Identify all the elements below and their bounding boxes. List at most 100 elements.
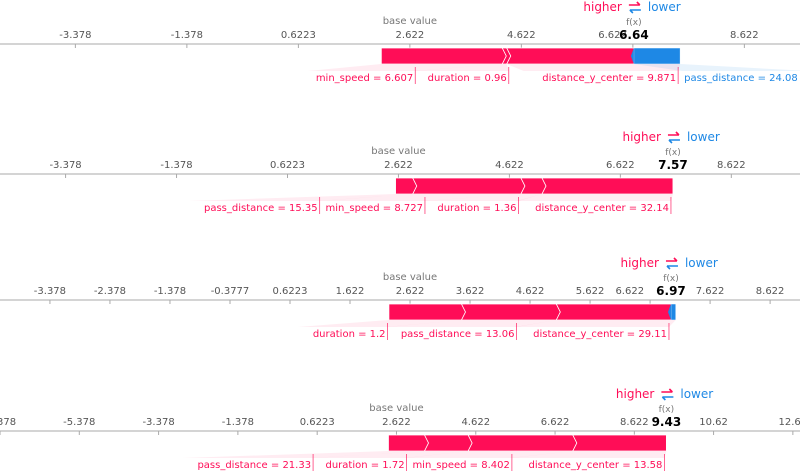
tick-label: 4.622 — [516, 286, 545, 297]
swap-arrows-icon — [665, 257, 678, 270]
tick-label: 6.622 — [598, 30, 627, 41]
feature-label: distance_y_center = 13.58 — [529, 460, 663, 471]
tick-label: -1.378 — [171, 30, 203, 41]
base-value-label: base value — [369, 403, 423, 414]
feature-label: distance_y_center = 29.11 — [533, 329, 667, 340]
tick-label: 8.622 — [620, 417, 649, 428]
positive-force-bar — [460, 303, 561, 321]
positive-force-bar — [388, 303, 466, 321]
feature-label: pass_distance = 21.33 — [197, 460, 311, 471]
fx-value: 7.57 — [658, 158, 688, 172]
tick-label: -5.378 — [63, 417, 95, 428]
label-connector — [188, 194, 413, 201]
tick-label: -1.378 — [222, 417, 254, 428]
positive-force-bar — [520, 177, 547, 195]
label-connector — [182, 451, 425, 458]
feature-label: pass_distance = 24.08 — [684, 73, 798, 84]
positive-force-bar — [388, 434, 429, 452]
negative-force-bar — [633, 47, 681, 65]
tick-label: -1.378 — [160, 160, 192, 171]
fx-value: 6.97 — [656, 284, 686, 298]
label-connector — [385, 320, 557, 327]
positive-force-bar — [412, 177, 526, 195]
label-connector — [317, 194, 521, 201]
feature-label: duration = 0.96 — [428, 73, 507, 84]
legend: higher lower — [620, 256, 717, 270]
force-plot-1: -3.378 -1.378 0.6223 2.622 4.622 6.622 8.622 ba… — [0, 0, 800, 84]
legend-higher: higher — [620, 256, 659, 270]
label-connector — [516, 194, 673, 201]
fx-value: 6.64 — [619, 28, 649, 42]
tick-label: 4.622 — [495, 160, 524, 171]
tick-label: 7.622 — [696, 286, 725, 297]
label-connector — [514, 320, 676, 327]
legend-lower: lower — [687, 130, 720, 144]
feature-label: min_speed = 8.402 — [412, 460, 509, 471]
swap-arrows-icon — [661, 388, 674, 401]
tick-label: -3.378 — [59, 30, 91, 41]
tick-label: -3.378 — [49, 160, 81, 171]
feature-label: distance_y_center = 32.14 — [535, 203, 669, 214]
tick-label: 4.622 — [461, 417, 490, 428]
feature-label: pass_distance = 15.35 — [204, 203, 318, 214]
force-plot-4: -7.378 -5.378 -3.378 -1.378 0.6223 2.622 4.622… — [0, 387, 800, 471]
fx-label: f(x) — [659, 405, 675, 415]
positive-force-bar — [572, 434, 667, 452]
negative-force-arrow — [667, 304, 671, 320]
swap-arrows-icon — [628, 1, 641, 14]
legend: higher lower — [583, 0, 680, 14]
legend-lower: lower — [685, 256, 718, 270]
tick-label: 6.622 — [541, 417, 570, 428]
positive-force-bar — [555, 303, 677, 321]
tick-label: 2.622 — [396, 30, 425, 41]
fx-value: 9.43 — [652, 415, 682, 429]
tick-label: -3.378 — [142, 417, 174, 428]
tick-label: 2.622 — [384, 160, 413, 171]
positive-force-bar — [467, 434, 578, 452]
label-connector — [422, 194, 543, 201]
base-value-label: base value — [371, 146, 425, 157]
tick-label: -3.378 — [34, 286, 66, 297]
feature-label: min_speed = 8.727 — [326, 203, 423, 214]
tick-label: -1.378 — [154, 286, 186, 297]
fx-label: f(x) — [665, 148, 681, 158]
legend-higher: higher — [622, 130, 661, 144]
feature-label: duration = 1.72 — [325, 460, 404, 471]
label-connector — [413, 64, 509, 71]
legend-higher: higher — [583, 0, 622, 14]
label-connector — [307, 64, 503, 71]
label-connector — [297, 320, 462, 327]
tick-label: 8.622 — [730, 30, 759, 41]
fx-label: f(x) — [663, 274, 679, 284]
label-connector — [311, 451, 469, 458]
feature-label: duration = 1.2 — [313, 329, 386, 340]
legend-lower: lower — [648, 0, 681, 14]
tick-label: 4.622 — [507, 30, 536, 41]
tick-label: -7.378 — [0, 417, 16, 428]
legend: higher lower — [616, 387, 713, 401]
feature-label: pass_distance = 13.06 — [401, 329, 515, 340]
label-connector — [404, 451, 573, 458]
tick-label: 8.622 — [756, 286, 785, 297]
feature-label: duration = 1.36 — [437, 203, 516, 214]
legend-higher: higher — [616, 387, 655, 401]
tick-label: -2.378 — [94, 286, 126, 297]
force-plot-2: -3.378 -1.378 0.6223 2.622 4.622 6.622 8.622 ba… — [0, 130, 800, 214]
label-connector — [509, 451, 667, 458]
legend: higher lower — [622, 130, 719, 144]
tick-label: -0.3777 — [211, 286, 250, 297]
positive-force-bar — [423, 434, 473, 452]
legend-lower: lower — [680, 387, 713, 401]
tick-label: 1.622 — [336, 286, 365, 297]
negative-force-bar — [670, 303, 677, 321]
tick-label: 6.622 — [615, 286, 644, 297]
swap-arrows-icon — [667, 131, 680, 144]
label-connector — [633, 64, 800, 71]
tick-label: 2.622 — [382, 417, 411, 428]
tick-label: 0.6223 — [273, 286, 308, 297]
feature-label: distance_y_center = 9.871 — [542, 73, 676, 84]
tick-label: 6.622 — [606, 160, 635, 171]
tick-label: 12.62 — [779, 417, 800, 428]
tick-label: 10.62 — [699, 417, 728, 428]
